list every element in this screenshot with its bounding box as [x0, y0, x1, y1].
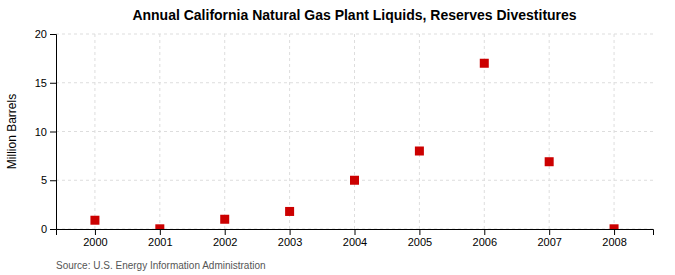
points — [90, 59, 618, 229]
x-axis-tick: 2001 — [148, 229, 172, 248]
x-grid-line — [289, 34, 290, 229]
y-axis-tick-mark — [50, 83, 56, 84]
x-axis-tick-mark — [290, 229, 291, 235]
x-axis-tick-mark — [484, 229, 485, 235]
x-axis-tick-label: 2002 — [213, 236, 237, 248]
x-axis-tick-label: 2001 — [148, 236, 172, 248]
point — [610, 224, 619, 229]
x-axis-tick-label: 2006 — [473, 236, 497, 248]
y-axis-domain — [50, 35, 57, 230]
y-axis-tick: 20 — [35, 28, 56, 40]
chart: 2000 2001 2002 2003 2004 2005 2006 2007 2008 0 5 10… — [0, 0, 675, 275]
x-axis-tick: 2007 — [537, 229, 561, 248]
y-axis-tick-mark — [50, 34, 56, 35]
x-axis-tick-mark — [225, 229, 226, 235]
x-axis-tick-label: 2007 — [537, 236, 561, 248]
x-axis-tick-mark — [95, 229, 96, 235]
x-axis-tick-label: 2000 — [83, 236, 107, 248]
y-axis-tick-label: 20 — [35, 28, 47, 40]
point — [90, 216, 99, 225]
x-grid-line — [419, 34, 420, 229]
y-axis-tick-label: 15 — [35, 77, 47, 89]
x-axis-tick-label: 2005 — [408, 236, 432, 248]
x-axis-tick-label: 2008 — [602, 236, 626, 248]
x-axis-tick: 2004 — [343, 229, 367, 248]
point — [415, 147, 424, 156]
x-axis-tick: 2002 — [213, 229, 237, 248]
x-axis-tick-label: 2004 — [343, 236, 367, 248]
title: Annual California Natural Gas Plant Liqu… — [132, 7, 576, 23]
x-axis-tick-mark — [549, 229, 550, 235]
x-axis-tick-mark — [160, 229, 161, 235]
x-grid-line — [614, 34, 615, 229]
y-axis-tick: 5 — [41, 174, 56, 186]
point — [350, 176, 359, 185]
y-axis-tick-mark — [50, 132, 56, 133]
x-axis-tick: 2000 — [83, 229, 107, 248]
plot: 2000 2001 2002 2003 2004 2005 2006 2007 2008 0 5 10… — [35, 28, 654, 248]
y-axis-tick-label: 10 — [35, 126, 47, 138]
y-axis-tick: 15 — [35, 77, 56, 89]
y-axis-tick-mark — [50, 229, 56, 230]
x-grid-line — [159, 34, 160, 229]
x-axis-domain — [57, 230, 654, 236]
y-axis-tick-label: 5 — [41, 174, 47, 186]
x-axis-tick: 2005 — [408, 229, 432, 248]
point — [155, 224, 164, 229]
annotation: Source: U.S. Energy Information Administ… — [56, 260, 266, 271]
x-axis-tick-mark — [355, 229, 356, 235]
y-axis-title: Million Barrels — [5, 94, 19, 169]
x-axis-tick-label: 2003 — [278, 236, 302, 248]
grid — [56, 34, 653, 229]
y-axis-tick: 10 — [35, 126, 56, 138]
y-axis-tick-mark — [50, 180, 56, 181]
x-grid-line — [354, 34, 355, 229]
y-axis-tick: 0 — [41, 223, 56, 235]
x-grid-line — [94, 34, 95, 229]
point — [220, 215, 229, 224]
x-grid-line — [549, 34, 550, 229]
x-axis-tick: 2008 — [602, 229, 626, 248]
x-axis-tick-mark — [614, 229, 615, 235]
x-axis-tick: 2003 — [278, 229, 302, 248]
x-grid-line — [224, 34, 225, 229]
x-axis-tick-mark — [419, 229, 420, 235]
y-axis-tick-label: 0 — [41, 223, 47, 235]
point — [285, 207, 294, 216]
point — [545, 157, 554, 166]
point — [480, 59, 489, 68]
y-axis: 0 5 10 15 20 — [35, 28, 57, 235]
x-axis: 2000 2001 2002 2003 2004 2005 2006 2007 2008 — [57, 229, 654, 248]
x-axis-tick: 2006 — [473, 229, 497, 248]
